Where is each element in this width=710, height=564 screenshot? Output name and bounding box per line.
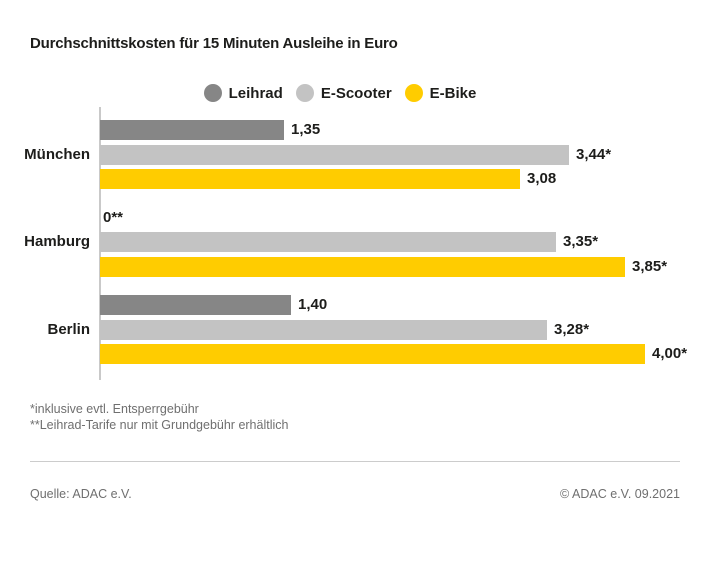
- legend-label-leihrad: Leihrad: [228, 84, 283, 102]
- ebike-dot-icon: [404, 84, 423, 102]
- chart-title: Durchschnittskosten für 15 Minuten Ausle…: [30, 35, 398, 52]
- bar-row: 0**: [100, 208, 700, 228]
- escooter-dot-icon: [295, 84, 314, 102]
- value-label: 3,44*: [576, 145, 612, 163]
- value-label: 3,28*: [554, 320, 590, 338]
- value-label: 0**: [103, 208, 124, 226]
- bar-hamburg-e-scooter: [100, 232, 556, 252]
- footnotes: *inklusive evtl. Entsperrgebühr **Leihra…: [30, 401, 288, 433]
- source-text: Quelle: ADAC e.V.: [30, 487, 132, 501]
- category-label-hamburg: Hamburg: [24, 233, 90, 250]
- value-label: 1,40: [298, 296, 328, 313]
- bar-berlin-e-scooter: [100, 319, 547, 340]
- bar-row: 3,85*: [100, 256, 700, 277]
- bar-row: 3,35*: [100, 232, 700, 252]
- value-label: 3,85*: [632, 257, 668, 275]
- footer-divider: [30, 461, 680, 462]
- bar-chart: München 1,35 3,44* 3,08 Hamburg 0** 3,35* 3,85*…: [0, 107, 710, 380]
- bar-row: 4,00*: [100, 344, 700, 364]
- value-label: 4,00*: [652, 345, 688, 362]
- value-label: 1,35: [291, 121, 321, 138]
- bar-row: 1,40: [100, 295, 700, 315]
- leihrad-dot-icon: [203, 84, 222, 102]
- bar-row: 1,35: [100, 120, 700, 140]
- value-label: 3,35*: [563, 233, 599, 250]
- bar-münchen-e-scooter: [100, 144, 569, 165]
- bar-berlin-leihrad: [100, 295, 291, 315]
- bar-hamburg-e-bike: [100, 256, 625, 277]
- footnote-entsperrgebuehr: *inklusive evtl. Entsperrgebühr: [30, 402, 199, 416]
- legend-label-escooter: E-Scooter: [320, 84, 392, 102]
- footnote-grundgebuehr: **Leihrad-Tarife nur mit Grundgebühr erh…: [30, 418, 289, 432]
- bar-münchen-e-bike: [100, 169, 520, 189]
- legend-item-escooter: E-Scooter: [295, 84, 392, 102]
- legend-item-ebike: E-Bike: [404, 84, 477, 102]
- bar-münchen-leihrad: [100, 120, 284, 140]
- category-label-münchen: München: [24, 145, 90, 163]
- legend-item-leihrad: Leihrad: [203, 84, 283, 102]
- bar-row: 3,28*: [100, 319, 700, 340]
- bar-row: 3,08: [100, 169, 700, 189]
- legend-label-ebike: E-Bike: [429, 84, 477, 102]
- bar-row: 3,44*: [100, 144, 700, 165]
- category-label-berlin: Berlin: [47, 320, 90, 338]
- bar-berlin-e-bike: [100, 344, 645, 364]
- legend: Leihrad E-Scooter E-Bike: [0, 84, 680, 102]
- value-label: 3,08: [527, 170, 557, 187]
- copyright-text: © ADAC e.V. 09.2021: [560, 487, 680, 501]
